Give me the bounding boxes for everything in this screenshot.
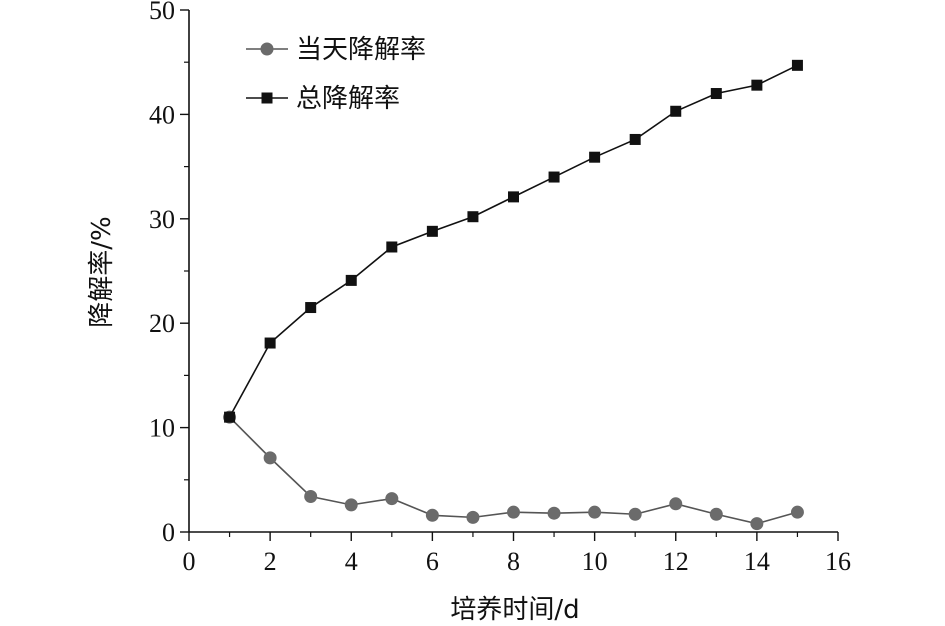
- x-tick-label: 14: [744, 547, 770, 576]
- data-point: [670, 105, 682, 117]
- y-tick-label: 10: [149, 414, 175, 443]
- data-point: [669, 497, 683, 511]
- data-point: [790, 505, 804, 519]
- y-tick-label: 30: [149, 205, 175, 234]
- series-1: [223, 410, 804, 531]
- y-tick-label: 50: [149, 0, 175, 25]
- data-point: [224, 411, 236, 423]
- series-line: [228, 64, 798, 418]
- data-point: [548, 171, 560, 183]
- legend-marker: [261, 92, 273, 104]
- x-tick-label: 10: [582, 547, 608, 576]
- data-point: [547, 506, 561, 520]
- x-tick-label: 0: [183, 547, 196, 576]
- ticks: 0 2 4 6 8 10 12 14 16 0 10 20 30 40 50: [149, 0, 851, 576]
- legend-marker: [260, 42, 274, 56]
- data-point: [264, 337, 276, 349]
- data-point: [426, 225, 438, 237]
- data-point: [467, 211, 479, 223]
- legend-item-1: 当天降解率: [246, 35, 426, 65]
- y-axis-title: 降解率/%: [87, 216, 117, 327]
- y-tick-label: 0: [162, 518, 175, 547]
- legend-item-2: 总降解率: [246, 84, 400, 114]
- x-tick-label: 2: [264, 547, 277, 576]
- data-point: [751, 79, 763, 91]
- x-tick-label: 4: [345, 547, 358, 576]
- y-tick-label: 40: [149, 100, 175, 129]
- series-layer: [223, 59, 804, 531]
- x-tick-label: 8: [507, 547, 520, 576]
- data-point: [589, 151, 601, 163]
- data-point: [466, 510, 480, 524]
- data-point: [750, 517, 764, 531]
- data-point: [629, 133, 641, 145]
- data-point: [304, 490, 318, 504]
- legend-label: 当天降解率: [296, 35, 426, 65]
- data-point: [386, 241, 398, 253]
- x-tick-label: 12: [663, 547, 689, 576]
- data-point: [710, 88, 722, 100]
- data-point: [791, 59, 803, 71]
- data-point: [385, 492, 399, 506]
- data-point: [263, 451, 277, 465]
- data-point: [588, 505, 602, 519]
- data-point: [507, 505, 520, 519]
- data-point: [628, 507, 642, 521]
- x-tick-label: 6: [426, 547, 439, 576]
- data-point: [508, 191, 519, 203]
- data-point: [305, 302, 317, 314]
- data-point: [425, 508, 439, 522]
- y-tick-label: 20: [149, 309, 175, 338]
- series-2: [224, 59, 803, 423]
- x-axis-title: 培养时间/d: [450, 595, 579, 625]
- data-point: [709, 507, 723, 521]
- x-tick-label: 16: [825, 547, 851, 576]
- data-point: [344, 498, 358, 512]
- legend-label: 总降解率: [296, 84, 400, 114]
- data-point: [345, 274, 357, 286]
